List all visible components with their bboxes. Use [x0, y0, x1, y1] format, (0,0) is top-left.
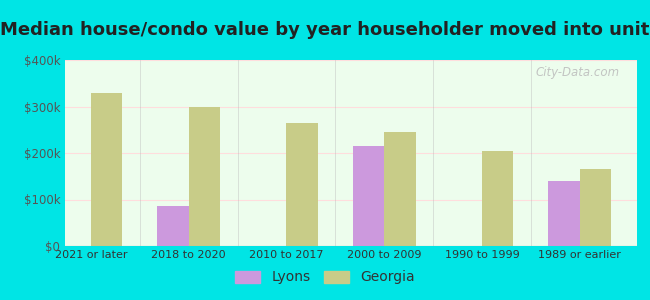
Bar: [482, 151, 514, 246]
Text: City-Data.com: City-Data.com: [536, 66, 620, 79]
Bar: [580, 169, 611, 246]
Bar: [91, 92, 122, 246]
Bar: [188, 106, 220, 246]
Bar: [549, 181, 580, 246]
Bar: [157, 206, 188, 246]
Bar: [353, 146, 384, 246]
Bar: [384, 132, 415, 246]
Text: Median house/condo value by year householder moved into unit: Median house/condo value by year househo…: [0, 21, 650, 39]
Bar: [287, 123, 318, 246]
Legend: Lyons, Georgia: Lyons, Georgia: [229, 265, 421, 290]
